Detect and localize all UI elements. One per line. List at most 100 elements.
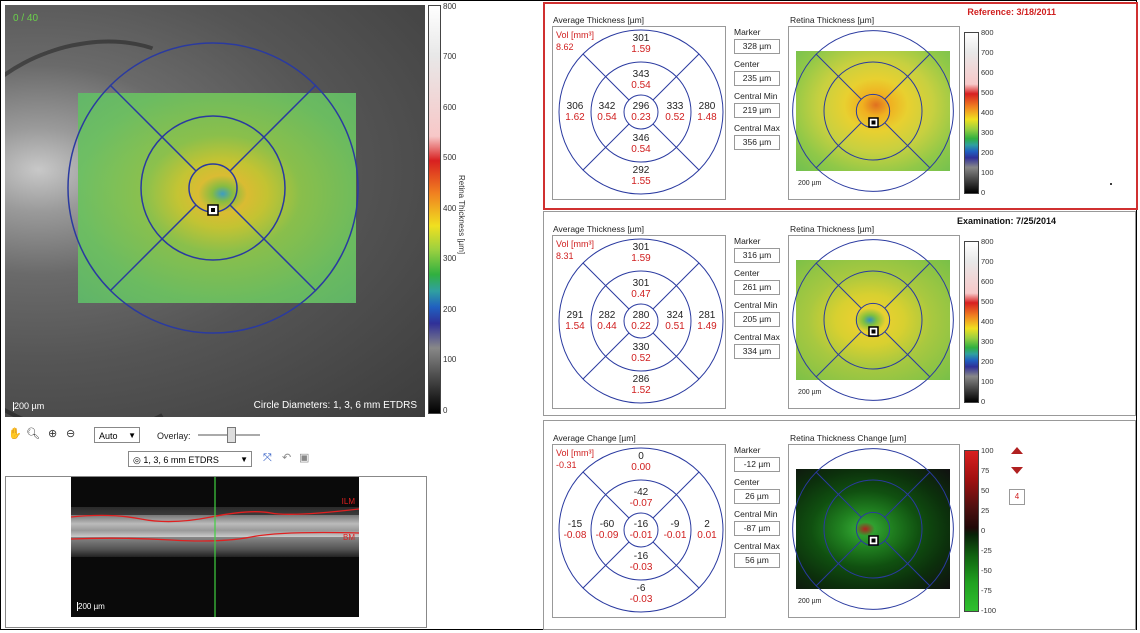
sector-inner-right-volume: 0.52 [665, 112, 685, 123]
bm-label: BM [343, 533, 355, 542]
sector-outer-left-volume: 1.54 [565, 321, 585, 332]
colorbar-tick: 0 [981, 397, 986, 406]
sector-inner-bottom-thickness: 330 [632, 342, 650, 353]
overlay-slider-thumb[interactable] [227, 427, 236, 443]
map-title: Retina Thickness [µm] [790, 224, 875, 234]
metric-label: Marker [734, 236, 761, 246]
auto-select[interactable]: Auto ▼ [94, 427, 140, 443]
zoom-icon[interactable]: 🔍︎ [26, 428, 40, 440]
sector-inner-left-thickness: 282 [598, 310, 616, 321]
sector-outer-left-thickness: 291 [566, 310, 584, 321]
colorbar-tick: 400 [981, 108, 994, 117]
volume-label: Vol [mm³] [556, 239, 595, 249]
sector-inner-top-thickness: 301 [632, 278, 650, 289]
sector-outer-top-thickness: 301 [632, 33, 650, 44]
step-value-box[interactable]: 4 [1009, 489, 1025, 505]
colorbar-tick: -25 [981, 546, 992, 555]
map-scale-bar: 200 µm [798, 598, 822, 605]
colorbar-tick: 400 [981, 317, 994, 326]
sector-outer-right-volume: 0.01 [697, 530, 717, 541]
metric-label: Center [734, 59, 760, 69]
colorbar-tick: 300 [981, 337, 994, 346]
sector-inner-left-volume: 0.54 [597, 112, 617, 123]
sector-center-volume: 0.22 [631, 321, 651, 332]
etdrs-grid-box [552, 444, 726, 618]
colorbar-tick: 100 [981, 446, 994, 455]
sector-center-volume: -0.01 [629, 530, 653, 541]
frame-counter: 0 / 40 [13, 13, 39, 24]
colorbar-tick: 600 [981, 277, 994, 286]
fundus-image[interactable]: 0 / 40 200 µm Circle Diameters: 1, 3, 6 … [5, 5, 425, 417]
sector-outer-left-thickness: 306 [566, 101, 584, 112]
map-colorbar [964, 241, 979, 403]
sector-inner-top-thickness: 343 [632, 69, 650, 80]
sector-outer-left-volume: 1.62 [565, 112, 585, 123]
sector-outer-top-volume: 1.59 [631, 44, 651, 55]
colorbar-tick: -100 [981, 606, 997, 615]
save-icon[interactable]: ▣ [299, 452, 310, 464]
hand-icon[interactable]: ✋ [8, 428, 22, 440]
sector-center-thickness: 296 [632, 101, 650, 112]
fit-to-window-icon[interactable]: ⤧ [263, 452, 272, 464]
volume-value: 8.62 [556, 42, 574, 52]
sector-inner-top-thickness: -42 [633, 487, 649, 498]
retina-thickness-map[interactable] [796, 260, 950, 380]
colorbar-tick: 0 [981, 188, 986, 197]
map-grid-overlay [792, 30, 954, 192]
sector-outer-bottom-volume: 1.52 [631, 385, 651, 396]
metric-value: 328 µm [734, 39, 780, 54]
step-up-icon[interactable] [1011, 447, 1023, 454]
sector-inner-left-volume: 0.44 [597, 321, 617, 332]
volume-label: Vol [mm³] [556, 448, 595, 458]
metric-value: 235 µm [734, 71, 780, 86]
undo-icon[interactable]: ↶ [282, 452, 292, 464]
sector-inner-top-volume: 0.54 [631, 80, 651, 91]
sector-center-volume: 0.23 [631, 112, 651, 123]
ilm-label: ILM [341, 497, 355, 506]
colorbar-tick: 500 [981, 297, 994, 306]
examination-date: Examination: 7/25/2014 [956, 216, 1056, 226]
etdrs-grid-chart [558, 29, 724, 195]
sector-inner-right-volume: 0.51 [665, 321, 685, 332]
metric-label: Central Min [734, 300, 778, 310]
map-colorbar [964, 32, 979, 194]
sector-inner-bottom-volume: 0.52 [631, 353, 651, 364]
colorbar-tick: 800 [981, 28, 994, 37]
sector-outer-bottom-thickness: 286 [632, 374, 650, 385]
etdrs-grid-chart [558, 238, 724, 404]
scale-bar: 200 µm [13, 401, 45, 411]
metric-label: Central Min [734, 91, 778, 101]
retina-thickness-map[interactable] [796, 51, 950, 171]
sector-center-thickness: 280 [632, 310, 650, 321]
volume-label: Vol [mm³] [556, 30, 595, 40]
colorbar-title: Retina Thickness [µm] [457, 175, 466, 255]
metric-value: -12 µm [734, 457, 780, 472]
etdrs-grid-box [552, 235, 726, 409]
colorbar-tick: -50 [981, 566, 992, 575]
dot-marker [1110, 183, 1112, 185]
step-down-icon[interactable] [1011, 467, 1023, 474]
reference-date: Reference: 3/18/2011 [967, 7, 1056, 17]
zoom-in-icon[interactable]: ⊕ [48, 428, 58, 440]
metric-label: Central Max [734, 332, 780, 342]
sector-outer-bottom-volume: 1.55 [631, 176, 651, 187]
metric-label: Center [734, 477, 760, 487]
metric-label: Center [734, 268, 760, 278]
oct-bscan-image[interactable]: ILM BM 200 µm [71, 477, 359, 617]
volume-value: 8.31 [556, 251, 574, 261]
retina-thickness-map[interactable] [796, 469, 950, 589]
metric-label: Central Max [734, 541, 780, 551]
metric-value: 56 µm [734, 553, 780, 568]
sector-inner-right-thickness: 333 [666, 101, 684, 112]
sector-outer-left-volume: -0.08 [563, 530, 587, 541]
colorbar-tick: 800 [981, 237, 994, 246]
sector-outer-right-thickness: 281 [698, 310, 716, 321]
metric-value: 205 µm [734, 312, 780, 327]
sector-outer-bottom-volume: -0.03 [629, 594, 653, 605]
colorbar-tick: 100 [981, 168, 994, 177]
etdrs-select[interactable]: ◎ 1, 3, 6 mm ETDRS ▼ [128, 451, 252, 467]
metric-value: 356 µm [734, 135, 780, 150]
circle-diameters-label: Circle Diameters: 1, 3, 6 mm ETDRS [253, 400, 417, 411]
zoom-out-icon[interactable]: ⊖ [66, 428, 76, 440]
colorbar-tick: 200 [981, 357, 994, 366]
